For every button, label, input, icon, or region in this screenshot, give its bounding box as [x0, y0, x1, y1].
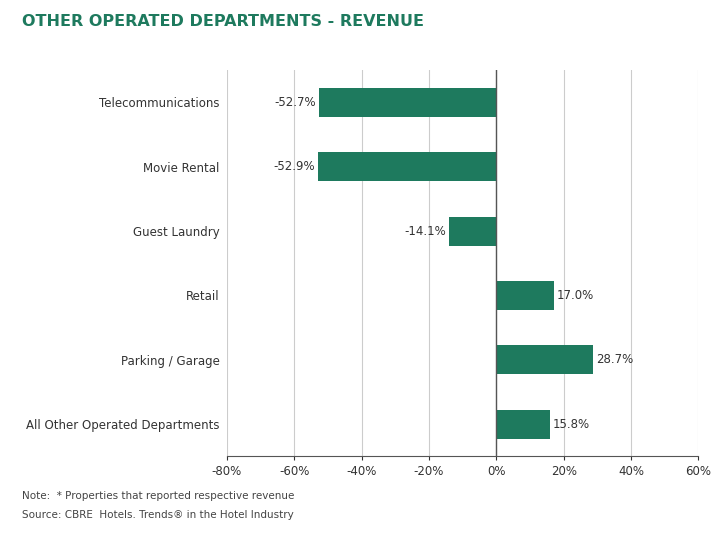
Text: 15.8%: 15.8%	[552, 418, 590, 431]
Text: 28.7%: 28.7%	[595, 353, 633, 366]
Bar	[496, 281, 554, 310]
Bar	[496, 410, 549, 438]
Text: Note:  * Properties that reported respective revenue: Note: * Properties that reported respect…	[22, 491, 294, 502]
Text: 17.0%: 17.0%	[557, 289, 593, 302]
Text: -14.1%: -14.1%	[405, 225, 446, 238]
Bar	[449, 217, 496, 246]
Text: -52.7%: -52.7%	[274, 96, 316, 109]
Text: -52.9%: -52.9%	[274, 160, 315, 173]
Text: Source: CBRE  Hotels. Trends® in the Hotel Industry: Source: CBRE Hotels. Trends® in the Hote…	[22, 510, 293, 521]
Text: Change – 2010 to 2016: Change – 2010 to 2016	[27, 39, 183, 52]
Bar	[496, 346, 593, 374]
Bar	[318, 152, 496, 181]
Bar	[319, 88, 496, 117]
Text: OTHER OPERATED DEPARTMENTS - REVENUE: OTHER OPERATED DEPARTMENTS - REVENUE	[22, 14, 423, 29]
